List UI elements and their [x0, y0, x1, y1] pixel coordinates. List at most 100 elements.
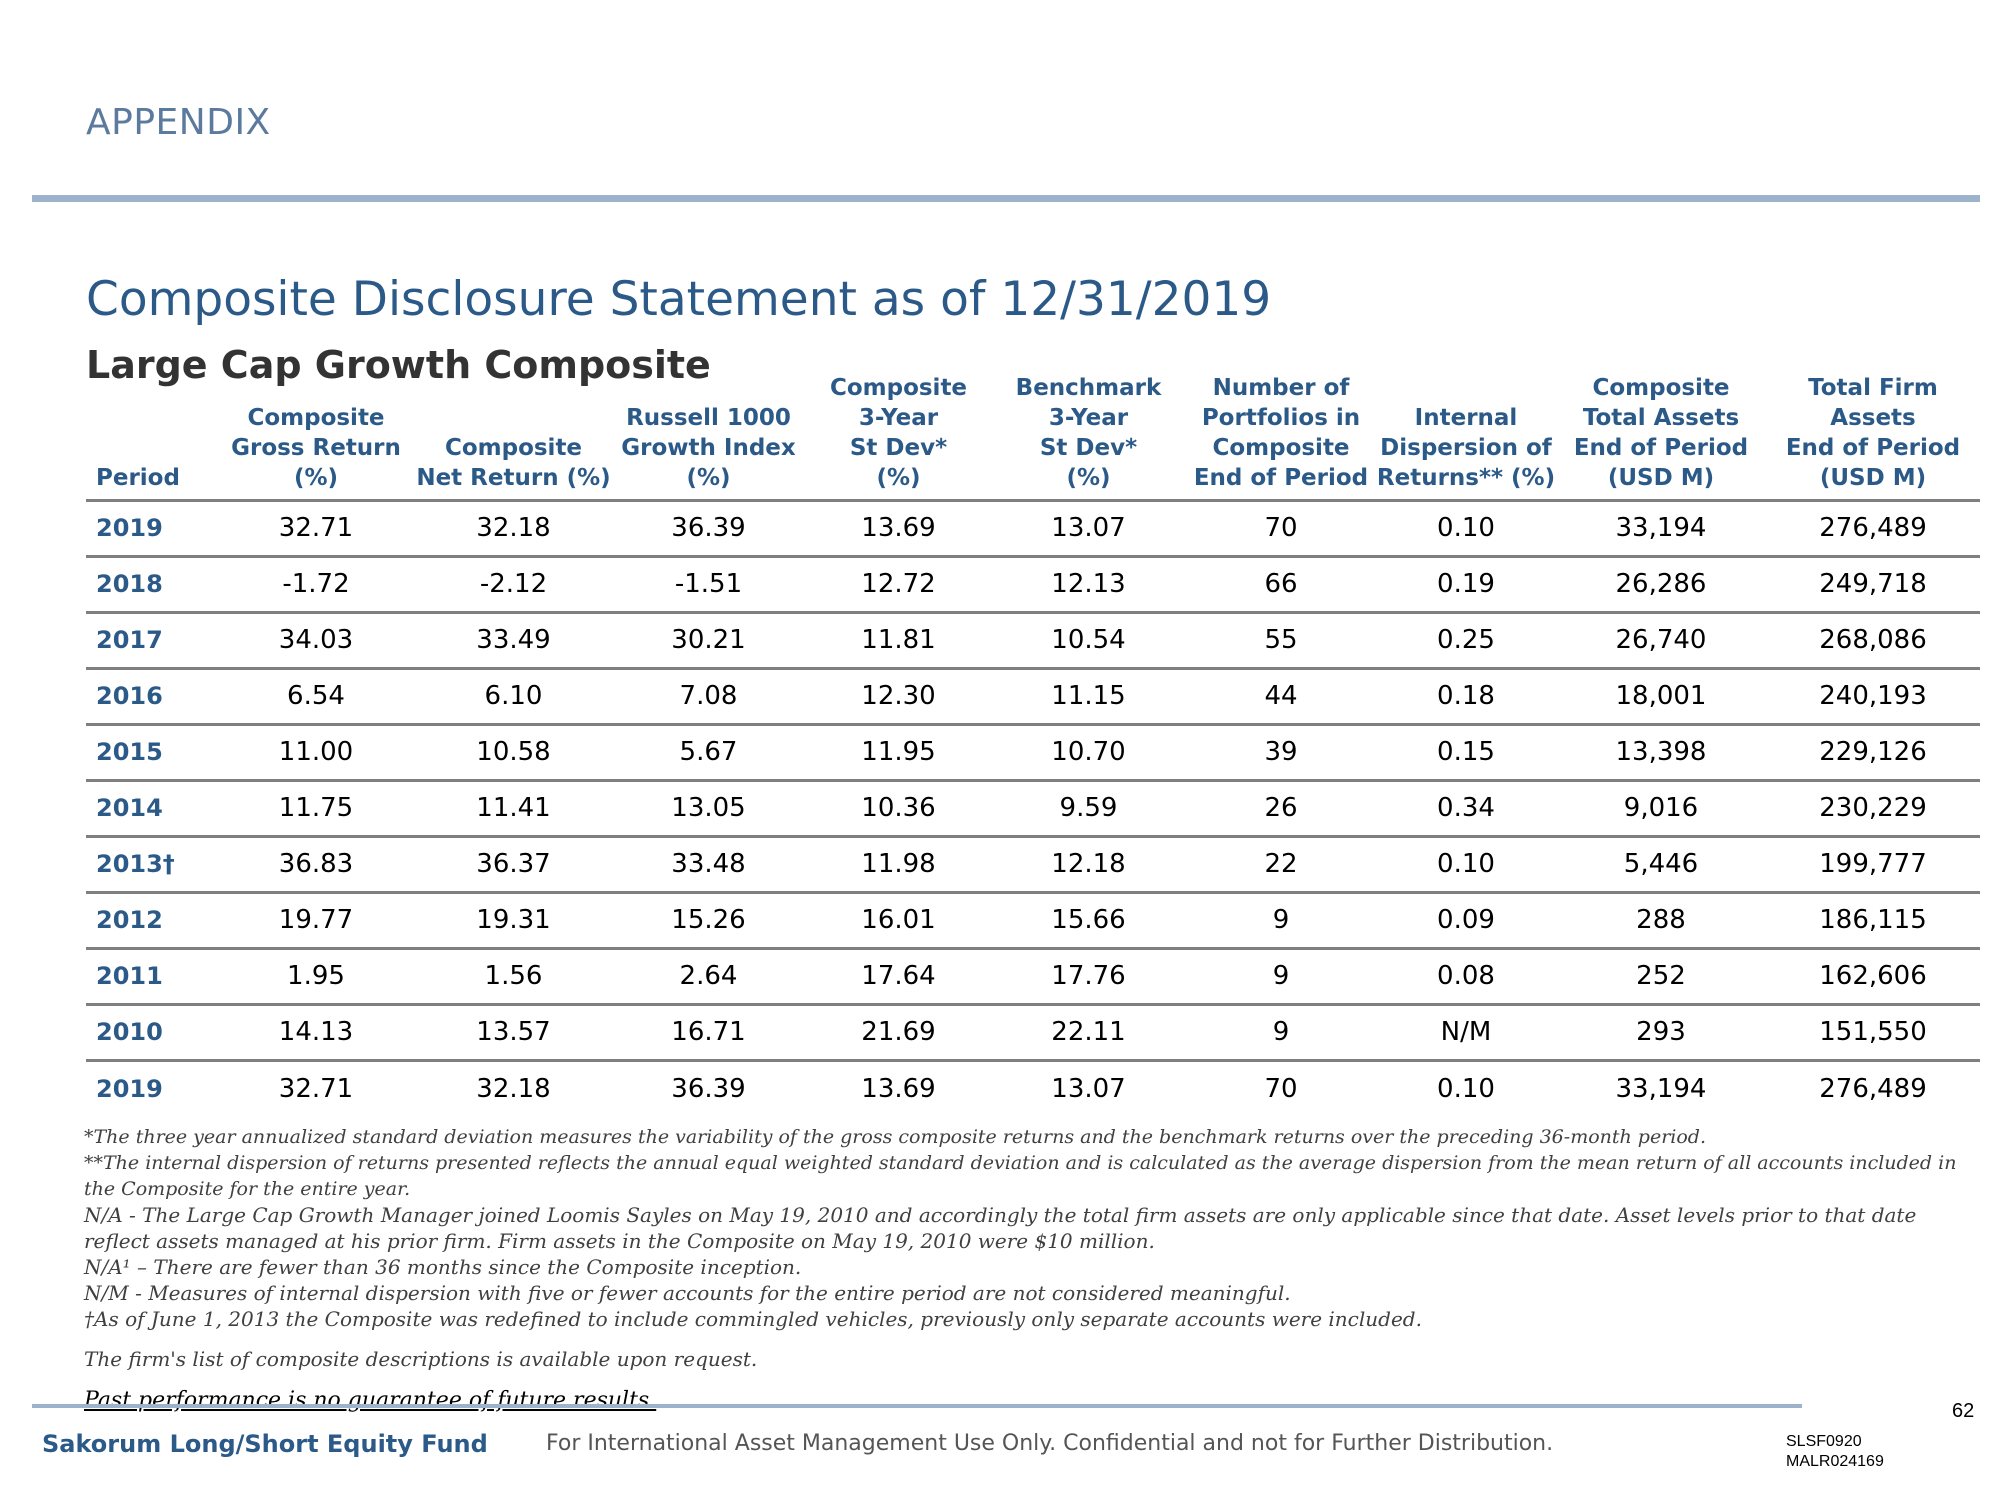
- table-cell: 21.69: [861, 1017, 936, 1047]
- table-cell: 230,229: [1819, 793, 1927, 823]
- table-cell: 6.54: [287, 681, 345, 711]
- page-title: Composite Disclosure Statement as of 12/…: [86, 272, 1272, 327]
- column-header-line: Net Return (%): [416, 464, 611, 491]
- column-header-line: Composite: [1212, 434, 1350, 461]
- table-cell: 26,740: [1615, 625, 1707, 655]
- table-cell: 13.05: [671, 793, 746, 823]
- table-cell: 33.48: [671, 849, 746, 879]
- table-cell: 229,126: [1819, 737, 1927, 767]
- footnote-composite-list: The firm's list of composite description…: [84, 1347, 758, 1371]
- column-header-line: End of Period: [1193, 464, 1369, 491]
- period-cell: 2019: [96, 514, 163, 542]
- table-cell: 151,550: [1819, 1017, 1927, 1047]
- period-cell: 2014: [96, 794, 163, 822]
- period-cell: 2012: [96, 906, 163, 934]
- column-header-line: Benchmark: [1015, 374, 1162, 401]
- table-cell: 19.77: [278, 905, 354, 935]
- table-cell: 5,446: [1623, 849, 1699, 879]
- column-header-line: Composite: [247, 404, 385, 431]
- table-cell: 17.64: [861, 961, 936, 991]
- table-cell: 0.10: [1437, 849, 1495, 879]
- column-header-line: Portfolios in: [1201, 404, 1361, 431]
- column-header-line: Period: [96, 464, 180, 491]
- table-cell: 11.75: [278, 793, 354, 823]
- period-cell: 2015: [96, 738, 163, 766]
- table-cell: 30.21: [671, 625, 746, 655]
- table-row: 2016 6.54 6.10 7.08 12.30 11.15 44 0.18 18,001 24…: [86, 668, 1980, 724]
- table-row: 2019 32.71 32.18 36.39 13.69 13.07 70 0.10 33,19…: [86, 500, 1980, 556]
- composite-subtitle: Large Cap Growth Composite: [86, 343, 711, 387]
- column-header: Number of Portfolios in Composite End of Pe…: [1186, 370, 1376, 500]
- column-header: Russell 1000 Growth Index (%): [611, 370, 806, 500]
- table-cell: 6.10: [484, 681, 543, 711]
- table-cell: 34.03: [278, 625, 354, 655]
- table-cell: 10.54: [1051, 625, 1126, 655]
- table-cell: 9: [1272, 905, 1290, 935]
- period-cell: 2011: [96, 962, 163, 990]
- column-header-line: Assets: [1830, 404, 1916, 431]
- table-row: 2019 32.71 32.18 36.39 13.69 13.07 70 0.10 33,19…: [86, 1060, 1980, 1116]
- table-cell: 9: [1272, 1017, 1290, 1047]
- footnote-std-dev: *The three year annualized standard devi…: [84, 1126, 1707, 1148]
- column-header-line: 3-Year: [858, 404, 939, 431]
- table-cell: 26,286: [1615, 569, 1707, 599]
- period-cell: 2018: [96, 570, 163, 598]
- table-cell: 36.83: [278, 849, 354, 879]
- column-header: Period: [86, 370, 216, 500]
- table-cell: 10.58: [476, 737, 551, 767]
- column-header-line: End of Period: [1785, 434, 1961, 461]
- table-cell: 0.34: [1437, 793, 1495, 823]
- table-cell: 16.01: [861, 905, 936, 935]
- table-cell: 186,115: [1819, 905, 1927, 935]
- table-cell: 13.69: [861, 513, 936, 543]
- table-cell: 33.49: [476, 625, 551, 655]
- section-label: APPENDIX: [86, 102, 271, 143]
- table-cell: 22.11: [1051, 1017, 1126, 1047]
- table-cell: 276,489: [1819, 513, 1927, 543]
- column-header-line: Number of: [1212, 374, 1350, 401]
- table-cell: 9,016: [1623, 793, 1699, 823]
- period-cell: 2017: [96, 626, 163, 654]
- table-cell: 7.08: [679, 681, 738, 711]
- table-cell: 249,718: [1819, 569, 1927, 599]
- column-header-line: End of Period: [1573, 434, 1749, 461]
- table-cell: 1.95: [287, 961, 345, 991]
- confidentiality-notice: For International Asset Management Use O…: [546, 1431, 1554, 1456]
- footnote-na1: N/A¹ – There are fewer than 36 months si…: [84, 1255, 802, 1279]
- column-header-line: Composite: [1592, 374, 1730, 401]
- column-header: Composite Total Assets End of Period (USD M…: [1556, 370, 1766, 500]
- table-cell: 17.76: [1051, 961, 1126, 991]
- table-cell: -2.12: [479, 569, 548, 599]
- table-cell: 13.07: [1051, 513, 1126, 543]
- table-cell: 2.64: [679, 961, 738, 991]
- table-cell: 9: [1272, 961, 1290, 991]
- table-cell: 12.13: [1051, 569, 1126, 599]
- table-cell: 70: [1264, 513, 1298, 543]
- column-header: Benchmark 3-Year St Dev* (%): [991, 370, 1186, 500]
- table-cell: 16.71: [671, 1017, 746, 1047]
- page-number: 62: [1952, 1400, 1975, 1422]
- table-row: 2015 11.00 10.58 5.67 11.95 10.70 39 0.15 13,398…: [86, 724, 1980, 780]
- period-cell: 2010: [96, 1018, 163, 1046]
- table-cell: 252: [1636, 961, 1686, 991]
- table-cell: 15.66: [1051, 905, 1126, 935]
- table-cell: 288: [1636, 905, 1686, 935]
- table-cell: 12.72: [861, 569, 936, 599]
- table-row: 2012 19.77 19.31 15.26 16.01 15.66 9 0.09 288 186…: [86, 892, 1980, 948]
- composite-table: Period Composite Gross Return (%) Composite N…: [86, 370, 1980, 1116]
- column-header-line: (USD M): [1819, 464, 1927, 491]
- table-row: 2017 34.03 33.49 30.21 11.81 10.54 55 0.25 26,74…: [86, 612, 1980, 668]
- table-cell: 0.10: [1437, 513, 1495, 543]
- column-header-line: Growth Index: [621, 434, 796, 461]
- table-cell: 11.00: [278, 737, 354, 767]
- table-cell: 11.81: [861, 625, 936, 655]
- table-cell: 32.18: [476, 1073, 551, 1104]
- table-cell: 10.70: [1051, 737, 1126, 767]
- table-cell: 240,193: [1819, 681, 1927, 711]
- table-cell: 12.30: [861, 681, 936, 711]
- table-header-row: Period Composite Gross Return (%) Composite N…: [86, 370, 1980, 500]
- period-cell: 2019: [96, 1074, 163, 1103]
- table-cell: 0.10: [1437, 1073, 1495, 1104]
- column-header-line: Russell 1000: [626, 404, 791, 431]
- footnote-na-manager: N/A - The Large Cap Growth Manager joine…: [84, 1203, 1917, 1253]
